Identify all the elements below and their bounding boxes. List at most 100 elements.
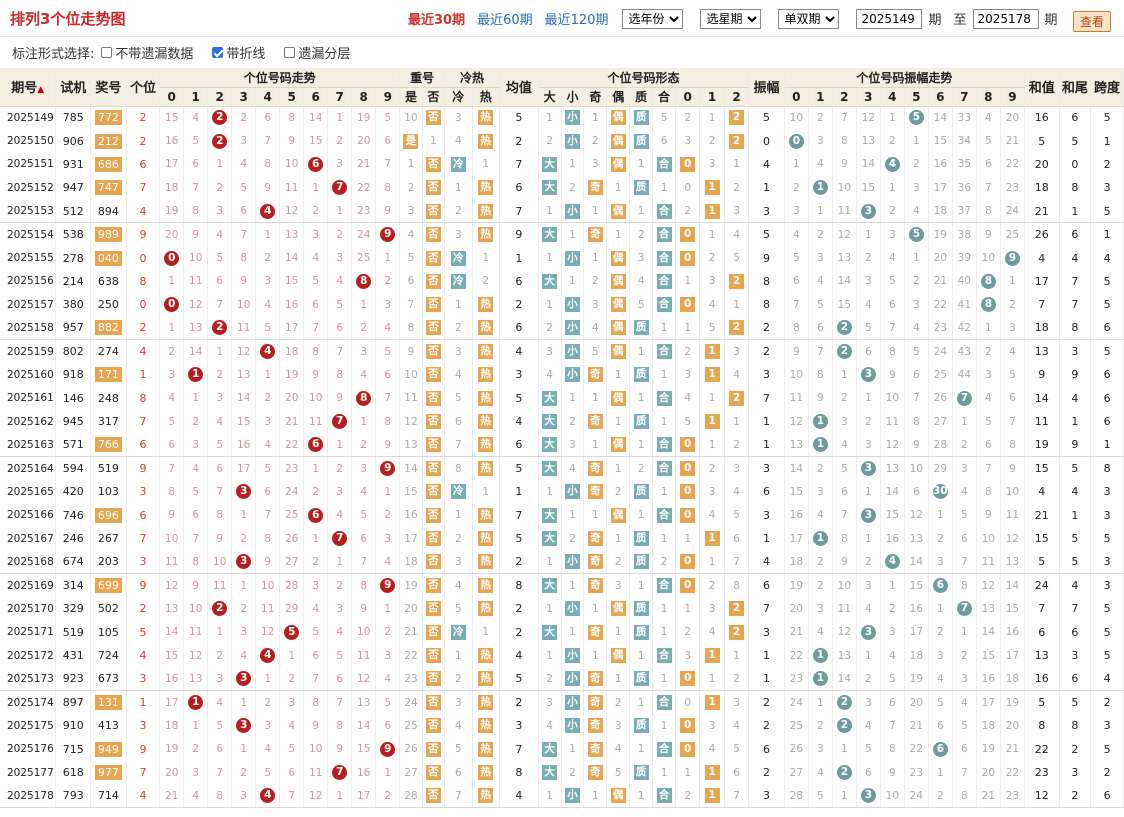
- prize-cell: 248: [90, 386, 127, 411]
- year-select[interactable]: 选年份: [622, 8, 684, 29]
- parity-select[interactable]: 单双期: [778, 8, 840, 29]
- period-from-input[interactable]: [856, 8, 923, 29]
- trend-cell: 1: [351, 293, 377, 317]
- repeat-no-head: 否: [422, 87, 446, 107]
- amp-trend-cell: 2: [856, 550, 881, 575]
- form-cell: 奇: [583, 550, 608, 575]
- r3-cell-mark: 0: [680, 507, 696, 523]
- table-row: 2025175 910 413 3 18 1 5 3 3 4 9 8 14 6 25 否 4 热 3 4 小奇 3 质 1 0 3…: [0, 714, 1124, 738]
- link-recent-30[interactable]: 最近30期: [408, 13, 466, 28]
- option-polyline[interactable]: 带折线: [205, 43, 265, 62]
- trend-cell-mark: 4: [260, 203, 276, 219]
- trial-cell: 802: [55, 339, 92, 364]
- form-cell-mark: 合: [656, 273, 672, 289]
- trend-cell: 11: [159, 550, 185, 575]
- trend-cell: 9: [279, 129, 305, 153]
- amp-trend-cell: 14: [856, 152, 881, 177]
- weekday-select[interactable]: 选星期: [700, 8, 762, 29]
- form-cell-mark: 小: [564, 367, 580, 383]
- repeat-cell-mark: 否: [425, 788, 441, 804]
- form-cell-mark: 大: [542, 765, 558, 781]
- trend-cell: 2: [207, 643, 233, 668]
- issue-cell: 2025159: [0, 339, 57, 364]
- digit-cell: 4: [126, 199, 161, 224]
- trend-cell: 5: [207, 433, 233, 458]
- page-title: 排列3个位走势图: [10, 9, 126, 28]
- trend-cell: 6: [327, 667, 353, 692]
- trend-cell: 4: [351, 480, 377, 504]
- trend-cell-mark: 7: [332, 765, 348, 781]
- amp-trend-cell: 29: [928, 456, 953, 481]
- query-button[interactable]: 查看: [1072, 11, 1111, 32]
- form-cell: 大: [538, 386, 562, 411]
- tail-cell: 8: [1059, 316, 1092, 341]
- link-recent-60[interactable]: 最近60期: [477, 13, 533, 28]
- amp-trend-cell: 38: [952, 222, 977, 247]
- trend-digit-1: 1: [183, 87, 209, 107]
- amp-trend-cell: 15: [880, 503, 905, 528]
- link-recent-120[interactable]: 最近120期: [544, 13, 609, 28]
- trend-cell: 2: [303, 199, 329, 224]
- table-row: 2025158 957 882 2 1 13 2 11 5 17 7 6 2 4 8 否 2 热 6 2 小 4 偶质 1 1 5…: [0, 316, 1124, 341]
- avg-cell: 5: [499, 527, 539, 551]
- form-cell: 4: [561, 456, 585, 481]
- trial-cell: 314: [55, 573, 92, 598]
- amp-cell: 6: [748, 480, 785, 504]
- trend-cell: 6: [303, 152, 329, 177]
- trend-digit-7: 7: [327, 87, 353, 107]
- trend-cell: 7: [183, 176, 209, 200]
- prize-cell: 894: [90, 199, 127, 224]
- checkbox-layered[interactable]: [284, 47, 296, 58]
- tail-cell: 4: [1059, 386, 1092, 411]
- trend-cell: 3: [183, 433, 209, 458]
- amp-trend-cell: 2: [1000, 293, 1026, 317]
- amp-trend-cell: 6: [1000, 386, 1026, 411]
- checkbox-polyline[interactable]: [212, 47, 224, 58]
- r3-cell: 2: [724, 269, 750, 294]
- option-no-missing[interactable]: 不带遗漏数据: [94, 43, 193, 62]
- digit-cell: 6: [126, 433, 161, 458]
- trend-cell: 6: [279, 760, 305, 785]
- period-unit-label: 期: [928, 13, 942, 28]
- form-cell-mark: 小: [564, 695, 580, 711]
- amp-trend-cell: 9: [1000, 246, 1026, 270]
- amp-trend-cell: 9: [976, 503, 1001, 528]
- table-row: 2025162 945 317 7 5 2 4 15 3 21 11 7 1 8 12 否 6 热 4 大 2 奇 1 质 1 5…: [0, 410, 1124, 434]
- amp-trend-cell: 6: [808, 316, 833, 341]
- sort-icon[interactable]: ▲: [37, 85, 45, 96]
- amp-trend-cell: 8: [784, 316, 809, 341]
- hotcold-cell-mark: 热: [478, 390, 494, 406]
- form-cell: 2: [538, 129, 562, 153]
- issue-cell: 2025175: [0, 714, 57, 738]
- trend-cell: 4: [255, 293, 281, 317]
- amp-trend-cell: 4: [808, 269, 833, 294]
- trend-cell: 10: [159, 527, 185, 551]
- trend-cell: 1: [207, 620, 233, 644]
- avg-cell: 7: [499, 199, 539, 224]
- amp-trend-cell: 6: [928, 573, 953, 598]
- form-cell: 偶: [606, 269, 631, 294]
- amp-trend-cell: 4: [904, 199, 929, 224]
- table-row: 2025173 923 673 3 16 13 3 3 1 2 7 6 12 4 23 否 2 热 5 2 小奇 1 质 1 0…: [0, 667, 1124, 692]
- repeat-cell: 1: [399, 152, 423, 177]
- avg-cell: 4: [499, 339, 539, 364]
- amp-trend-cell: 1: [808, 433, 833, 458]
- tail-cell: 1: [1059, 503, 1092, 528]
- col-issue[interactable]: 期号▲: [0, 68, 57, 107]
- amp-trend-cell: 18: [784, 550, 809, 575]
- trend-cell: 3: [303, 573, 329, 598]
- r3-cell: 3: [724, 456, 750, 481]
- hotcold-cell: 1: [444, 643, 473, 668]
- trend-cell: 4: [231, 152, 257, 177]
- r3-cell: 8: [724, 573, 750, 598]
- col-repeat: 重号: [399, 68, 446, 88]
- checkbox-no-missing[interactable]: [101, 47, 113, 58]
- amp-trend-cell: 8: [976, 293, 1001, 317]
- amp-cell: 1: [748, 667, 785, 692]
- option-layered[interactable]: 遗漏分层: [277, 43, 350, 62]
- period-to-input[interactable]: [972, 8, 1039, 29]
- issue-cell: 2025171: [0, 620, 57, 644]
- trend-cell: 3: [255, 714, 281, 738]
- amp-trend-cell: 6: [784, 269, 809, 294]
- form-cell-mark: 偶: [610, 156, 626, 172]
